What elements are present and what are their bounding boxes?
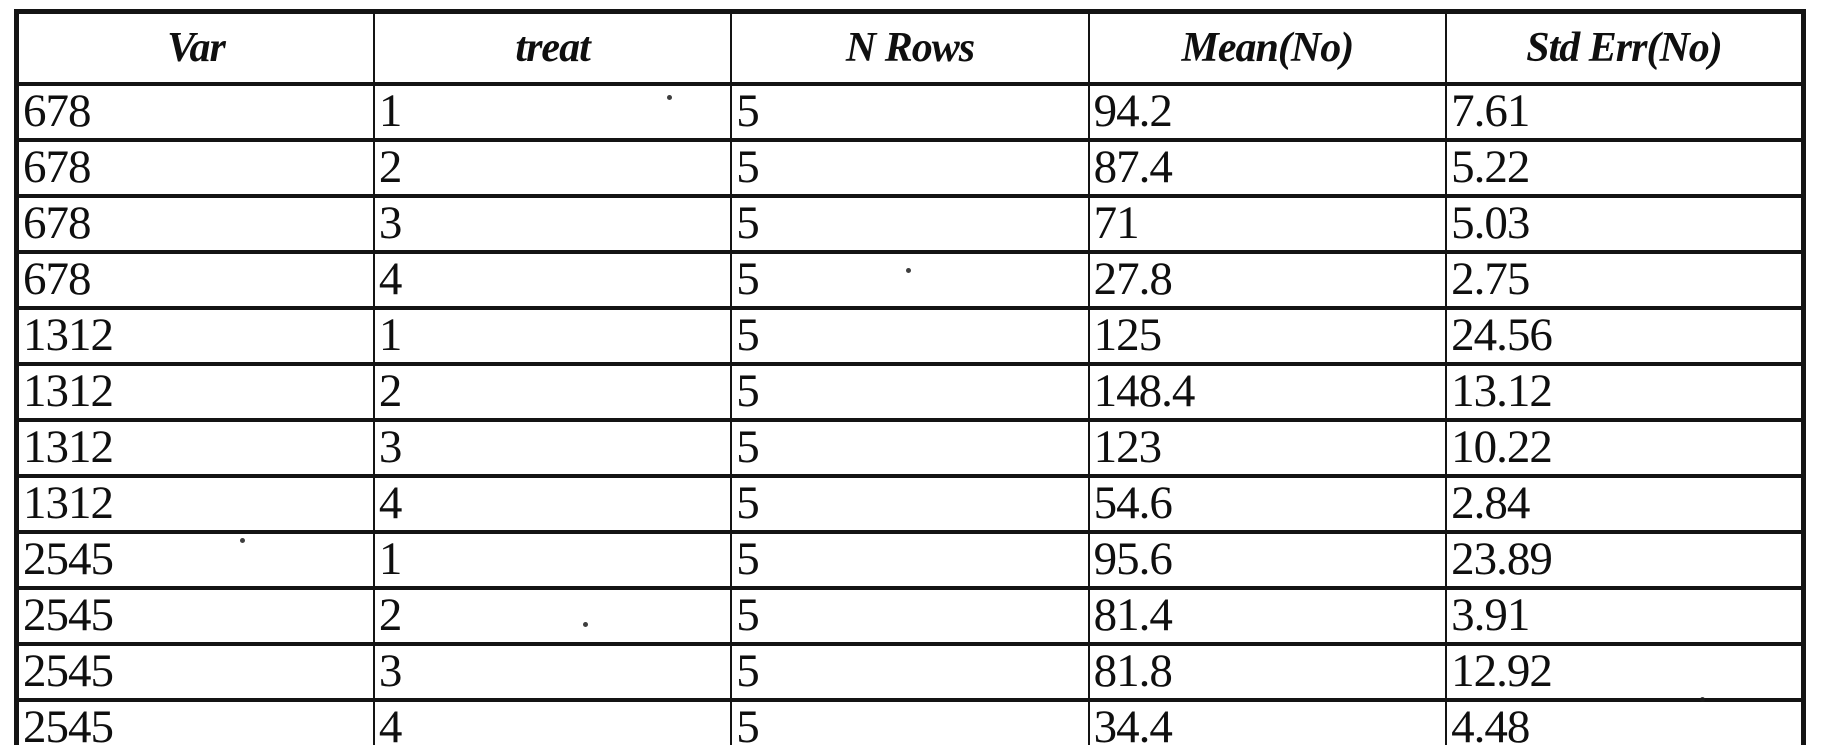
table-row: 2545 3 5 81.8 12.92 xyxy=(15,641,1805,702)
cell-treat: 2 xyxy=(372,361,733,422)
table-header: Var treat N Rows Mean(No) Std Err(No) xyxy=(15,9,1805,86)
table-row: 2545 4 5 34.4 4.48 xyxy=(15,697,1805,745)
scan-speck xyxy=(240,538,245,543)
cell-treat: 2 xyxy=(372,137,733,198)
cell-n-rows: 5 xyxy=(730,417,1090,478)
table-row: 1312 2 5 148.4 13.12 xyxy=(15,361,1805,422)
cell-std-err-no: 2.84 xyxy=(1445,473,1805,534)
column-header-mean-no: Mean(No) xyxy=(1087,9,1448,86)
cell-n-rows: 5 xyxy=(730,641,1090,702)
cell-n-rows: 5 xyxy=(730,81,1090,142)
table-row: 678 1 5 94.2 7.61 xyxy=(15,81,1805,142)
table-row: 2545 2 5 81.4 3.91 xyxy=(15,585,1805,646)
column-header-std-err-no: Std Err(No) xyxy=(1445,9,1805,86)
cell-n-rows: 5 xyxy=(730,529,1090,590)
cell-mean-no: 95.6 xyxy=(1087,529,1448,590)
column-header-n-rows: N Rows xyxy=(730,9,1090,86)
cell-n-rows: 5 xyxy=(730,361,1090,422)
scan-speck xyxy=(906,268,911,273)
column-header-treat: treat xyxy=(372,9,733,86)
cell-std-err-no: 2.75 xyxy=(1445,249,1805,310)
cell-treat: 3 xyxy=(372,193,733,254)
scan-speck xyxy=(667,95,672,100)
cell-treat: 4 xyxy=(372,697,733,745)
cell-var: 2545 xyxy=(15,697,375,745)
cell-var: 2545 xyxy=(15,585,375,646)
cell-treat: 2 xyxy=(372,585,733,646)
cell-treat: 4 xyxy=(372,249,733,310)
table-row: 1312 1 5 125 24.56 xyxy=(15,305,1805,366)
cell-mean-no: 34.4 xyxy=(1087,697,1448,745)
cell-std-err-no: 23.89 xyxy=(1445,529,1805,590)
cell-treat: 3 xyxy=(372,417,733,478)
cell-mean-no: 94.2 xyxy=(1087,81,1448,142)
cell-mean-no: 54.6 xyxy=(1087,473,1448,534)
cell-std-err-no: 12.92 xyxy=(1445,641,1805,702)
cell-n-rows: 5 xyxy=(730,305,1090,366)
cell-var: 2545 xyxy=(15,641,375,702)
cell-n-rows: 5 xyxy=(730,193,1090,254)
cell-std-err-no: 10.22 xyxy=(1445,417,1805,478)
scan-speck xyxy=(1700,697,1705,702)
table-body: 678 1 5 94.2 7.61 678 2 5 87.4 5.22 678 3 5 71 5.03 678… xyxy=(15,81,1805,745)
cell-var: 678 xyxy=(15,249,375,310)
cell-var: 1312 xyxy=(15,473,375,534)
cell-std-err-no: 3.91 xyxy=(1445,585,1805,646)
cell-n-rows: 5 xyxy=(730,137,1090,198)
scan-speck xyxy=(583,622,588,627)
cell-var: 678 xyxy=(15,81,375,142)
cell-treat: 1 xyxy=(372,305,733,366)
cell-std-err-no: 5.22 xyxy=(1445,137,1805,198)
cell-var: 1312 xyxy=(15,305,375,366)
cell-var: 1312 xyxy=(15,361,375,422)
table-row: 678 4 5 27.8 2.75 xyxy=(15,249,1805,310)
cell-std-err-no: 4.48 xyxy=(1445,697,1805,745)
cell-mean-no: 81.8 xyxy=(1087,641,1448,702)
cell-std-err-no: 7.61 xyxy=(1445,81,1805,142)
cell-var: 678 xyxy=(15,193,375,254)
cell-n-rows: 5 xyxy=(730,249,1090,310)
cell-mean-no: 87.4 xyxy=(1087,137,1448,198)
cell-std-err-no: 13.12 xyxy=(1445,361,1805,422)
cell-n-rows: 5 xyxy=(730,473,1090,534)
cell-std-err-no: 24.56 xyxy=(1445,305,1805,366)
cell-treat: 1 xyxy=(372,81,733,142)
table-row: 1312 4 5 54.6 2.84 xyxy=(15,473,1805,534)
table-row: 1312 3 5 123 10.22 xyxy=(15,417,1805,478)
summary-statistics-table: Var treat N Rows Mean(No) Std Err(No) 67… xyxy=(14,9,1806,745)
cell-n-rows: 5 xyxy=(730,585,1090,646)
cell-var: 678 xyxy=(15,137,375,198)
header-row: Var treat N Rows Mean(No) Std Err(No) xyxy=(15,9,1805,86)
cell-mean-no: 81.4 xyxy=(1087,585,1448,646)
cell-mean-no: 125 xyxy=(1087,305,1448,366)
table-row: 678 2 5 87.4 5.22 xyxy=(15,137,1805,198)
cell-treat: 3 xyxy=(372,641,733,702)
cell-var: 1312 xyxy=(15,417,375,478)
cell-mean-no: 148.4 xyxy=(1087,361,1448,422)
table-row: 678 3 5 71 5.03 xyxy=(15,193,1805,254)
cell-mean-no: 27.8 xyxy=(1087,249,1448,310)
cell-std-err-no: 5.03 xyxy=(1445,193,1805,254)
cell-mean-no: 71 xyxy=(1087,193,1448,254)
cell-treat: 1 xyxy=(372,529,733,590)
table-row: 2545 1 5 95.6 23.89 xyxy=(15,529,1805,590)
cell-n-rows: 5 xyxy=(730,697,1090,745)
cell-mean-no: 123 xyxy=(1087,417,1448,478)
column-header-var: Var xyxy=(15,9,375,86)
cell-var: 2545 xyxy=(15,529,375,590)
cell-treat: 4 xyxy=(372,473,733,534)
